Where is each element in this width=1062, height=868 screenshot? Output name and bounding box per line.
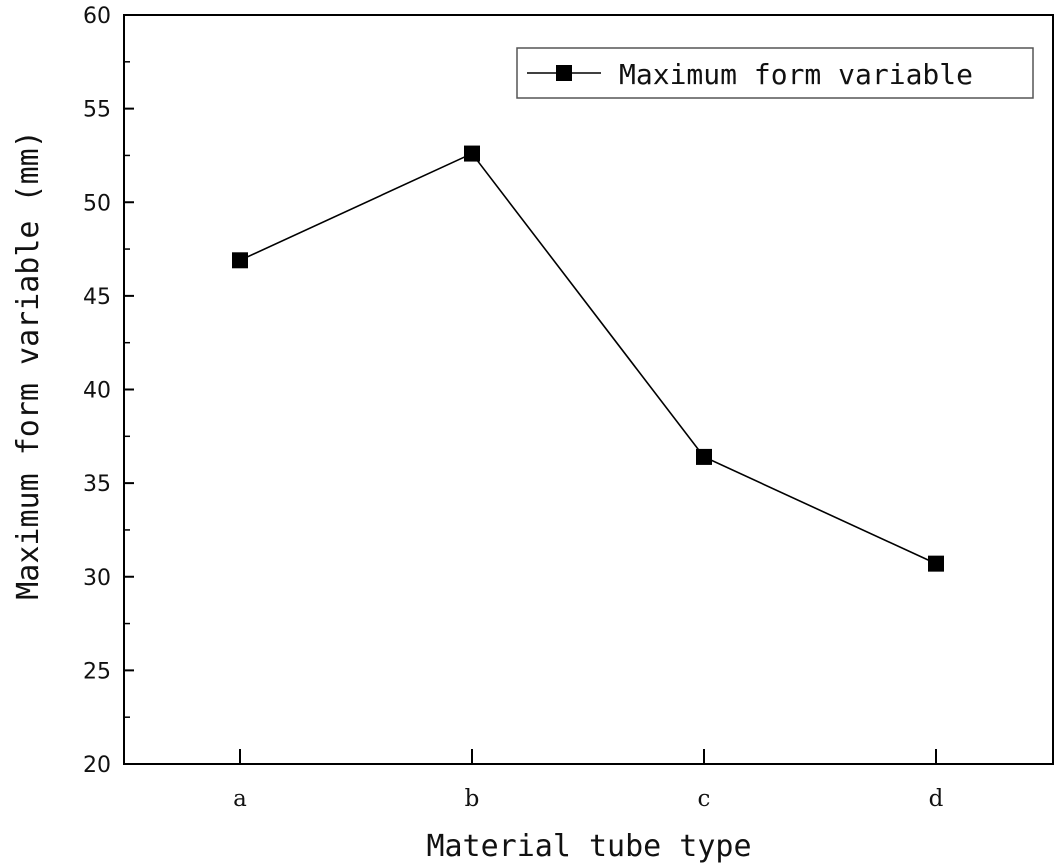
- x-axis-title: Material tube type: [426, 829, 751, 864]
- x-tick-label: a: [233, 786, 247, 812]
- y-tick-label: 60: [83, 4, 111, 29]
- x-tick-label: d: [929, 786, 944, 812]
- x-tick-label: c: [698, 786, 711, 812]
- y-axis-title: Maximum form variable (mm): [11, 130, 46, 600]
- y-tick-label: 25: [83, 659, 111, 684]
- data-point-marker: [928, 555, 944, 572]
- x-axis-ticks: a b c d: [233, 749, 944, 812]
- plot-frame: [123, 14, 1054, 765]
- y-tick-label: 45: [83, 285, 111, 310]
- y-tick-label: 40: [83, 379, 111, 404]
- data-point-marker: [232, 252, 248, 269]
- y-axis-ticks: 20 25 30 35 40 45 50 55 60: [83, 4, 134, 778]
- y-tick-label: 50: [83, 191, 111, 216]
- series-line: [239, 152, 937, 565]
- y-tick-label: 30: [83, 566, 111, 591]
- y-axis-title-group: Maximum form variable (mm): [11, 130, 46, 600]
- y-tick-label: 35: [83, 472, 111, 497]
- data-point-marker: [696, 448, 712, 465]
- legend: Maximum form variable: [516, 47, 1034, 99]
- legend-box: [516, 47, 1034, 99]
- y-tick-label: 20: [83, 753, 111, 778]
- y-tick-label: 55: [83, 98, 111, 123]
- legend-label: Maximum form variable: [619, 58, 973, 91]
- legend-marker: [556, 65, 572, 81]
- series-layer: [232, 145, 944, 572]
- x-tick-label: b: [465, 786, 480, 812]
- data-point-marker: [464, 145, 480, 162]
